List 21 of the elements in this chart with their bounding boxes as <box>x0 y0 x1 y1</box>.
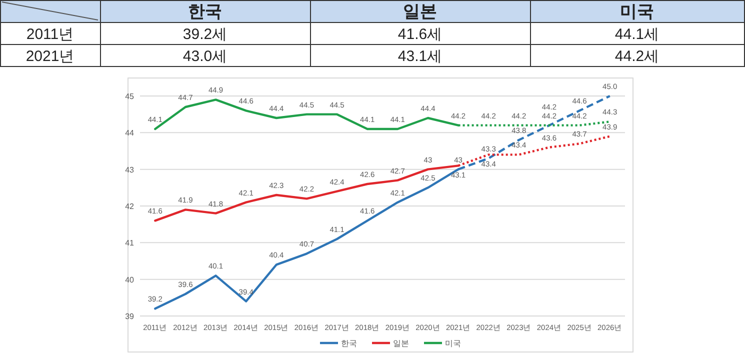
text: 43.0세 <box>182 48 228 65</box>
text: 39.2세 <box>182 26 228 43</box>
category-label: 2011년 <box>26 26 74 43</box>
y-tick-label: 39 <box>125 312 135 321</box>
y-tick-label: 43 <box>125 165 135 174</box>
category-label: 미국 <box>620 2 654 21</box>
legend-label: 한국 <box>341 339 357 348</box>
category-label: 한국 <box>188 2 222 21</box>
text: 43.1세 <box>398 48 442 65</box>
text: 44.2세 <box>614 48 660 65</box>
y-tick-label: 42 <box>125 202 135 211</box>
y-tick-label: 40 <box>125 275 135 284</box>
y-tick-label: 45 <box>125 92 135 101</box>
legend-label: 일본 <box>393 339 409 348</box>
category-label: 일본 <box>403 2 437 21</box>
y-tick-label: 41 <box>125 238 135 248</box>
text: 44.1세 <box>614 26 660 43</box>
category-label: 2021년 <box>26 48 74 65</box>
text: 41.6세 <box>398 26 442 43</box>
y-tick-label: 44 <box>125 128 135 138</box>
legend-label: 미국 <box>445 339 461 348</box>
